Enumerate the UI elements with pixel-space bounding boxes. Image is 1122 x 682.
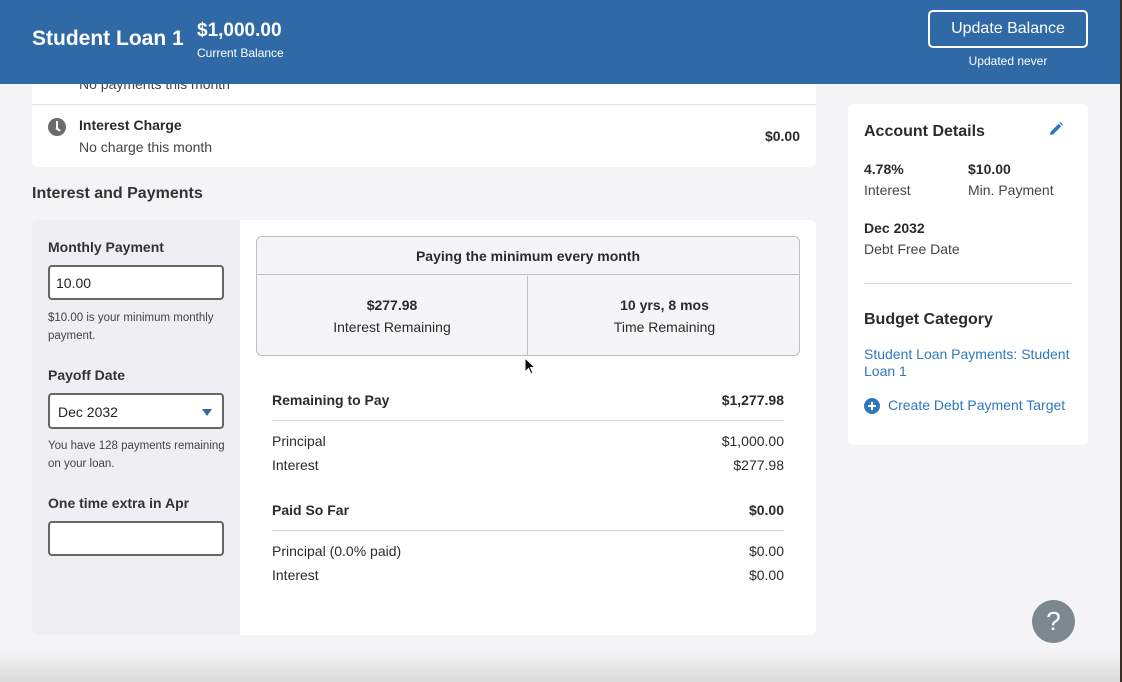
time-remaining-value: 10 yrs, 8 mos: [620, 297, 709, 313]
updated-note: Updated never: [968, 54, 1048, 68]
plus-circle-icon[interactable]: [864, 398, 880, 414]
update-balance-button[interactable]: Update Balance: [928, 10, 1088, 48]
paid-so-far-row: Paid So Far $0.00: [272, 502, 784, 518]
paid-principal-label: Principal (0.0% paid): [272, 543, 402, 559]
remaining-principal-label: Principal: [272, 433, 326, 449]
divider: [272, 420, 784, 421]
remaining-principal-value: $1,000.00: [721, 433, 784, 449]
summary-heading: Paying the minimum every month: [257, 237, 799, 275]
extra-payment-input[interactable]: [48, 521, 224, 556]
minimum-summary-box: Paying the minimum every month $277.98 I…: [256, 236, 800, 356]
interest-charge-amount: $0.00: [764, 128, 800, 144]
account-details-card: Account Details 4.78% Interest $10.00 Mi…: [848, 104, 1088, 445]
interest-charge-title: Interest Charge: [79, 117, 182, 133]
remaining-interest-label: Interest: [272, 457, 319, 473]
balance-amount: $1,000.00: [197, 20, 282, 41]
remaining-interest-value: $277.98: [733, 457, 784, 473]
divider: [864, 283, 1072, 284]
interest-rate-value: 4.78%: [864, 161, 904, 177]
monthly-payment-help: $10.00 is your minimum monthly payment.: [48, 312, 214, 342]
interest-payments-card: Monthly Payment $10.00 is your minimum m…: [32, 220, 816, 635]
monthly-payment-input[interactable]: [48, 265, 224, 300]
account-details-title: Account Details: [864, 123, 985, 140]
paid-principal-row: Principal (0.0% paid) $0.00: [272, 543, 784, 559]
payments-status-text: No payments this month: [79, 84, 230, 92]
payoff-help: You have 128 payments remaining on your …: [48, 440, 225, 470]
min-payment-value: $10.00: [968, 161, 1011, 177]
window-edge: [1120, 0, 1122, 682]
min-payment-label: Min. Payment: [968, 182, 1054, 198]
pencil-icon[interactable]: [1049, 122, 1063, 136]
interest-remaining-label: Interest Remaining: [333, 319, 451, 335]
page-title: Student Loan 1: [32, 27, 184, 50]
interest-rate-label: Interest: [864, 182, 911, 198]
paid-interest-value: $0.00: [748, 567, 784, 583]
bottom-shadow: [0, 650, 1120, 682]
payoff-date-select[interactable]: Dec 2032: [48, 393, 224, 429]
help-button[interactable]: ?: [1032, 600, 1075, 643]
balance-label: Current Balance: [197, 46, 284, 60]
time-remaining-label: Time Remaining: [613, 319, 716, 335]
debt-free-date-value: Dec 2032: [864, 220, 925, 236]
payoff-date-label: Payoff Date: [48, 367, 126, 383]
loan-header: Student Loan 1 $1,000.00 Current Balance…: [0, 0, 1120, 84]
remaining-principal-row: Principal $1,000.00: [272, 433, 784, 449]
paid-label: Paid So Far: [272, 502, 350, 518]
payoff-date-value: Dec 2032: [58, 404, 118, 420]
time-remaining-cell: 10 yrs, 8 mos Time Remaining: [529, 276, 799, 355]
activity-card: No payments this month Interest Charge N…: [32, 84, 816, 167]
extra-payment-label: One time extra in Apr: [48, 495, 190, 511]
clock-icon: [48, 118, 66, 136]
monthly-payment-label: Monthly Payment: [48, 239, 164, 255]
remaining-to-pay-row: Remaining to Pay $1,277.98: [272, 392, 784, 408]
mouse-pointer-icon: [524, 357, 536, 375]
remaining-total: $1,277.98: [721, 392, 784, 408]
budget-category-link[interactable]: Student Loan Payments: Student Loan 1: [864, 346, 1070, 379]
paid-interest-row: Interest $0.00: [272, 567, 784, 583]
interest-remaining-value: $277.98: [366, 297, 418, 313]
payment-form: Monthly Payment $10.00 is your minimum m…: [32, 220, 240, 635]
section-title: Interest and Payments: [32, 185, 203, 202]
budget-category-title: Budget Category: [864, 311, 993, 328]
paid-interest-label: Interest: [272, 567, 319, 583]
paid-total: $0.00: [748, 502, 784, 518]
paid-principal-value: $0.00: [748, 543, 784, 559]
divider: [272, 530, 784, 531]
current-balance: $1,000.00 Current Balance: [197, 20, 284, 60]
divider: [32, 104, 816, 105]
interest-charge-subtitle: No charge this month: [79, 139, 213, 155]
remaining-label: Remaining to Pay: [272, 392, 390, 408]
interest-remaining-cell: $277.98 Interest Remaining: [257, 276, 528, 355]
debt-free-date-label: Debt Free Date: [864, 241, 960, 257]
create-debt-payment-target-link[interactable]: Create Debt Payment Target: [888, 397, 1066, 413]
remaining-interest-row: Interest $277.98: [272, 457, 784, 473]
caret-down-icon: [202, 409, 212, 416]
